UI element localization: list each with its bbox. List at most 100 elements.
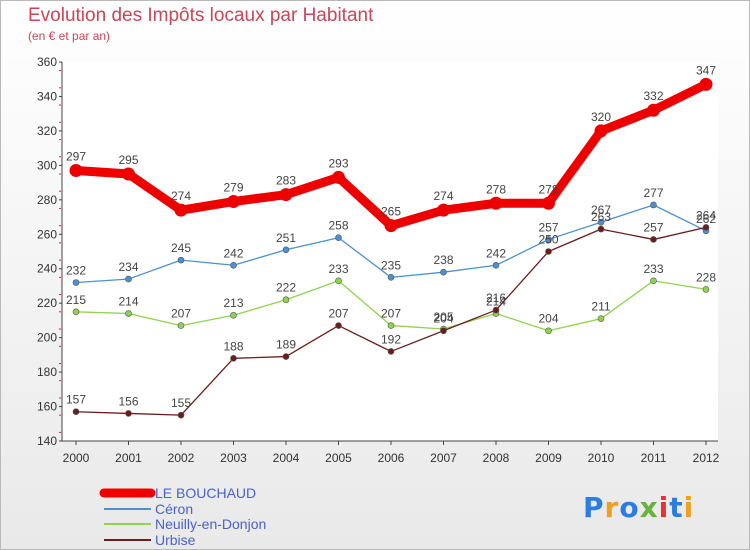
data-point (387, 348, 395, 355)
data-label: 250 (538, 233, 558, 247)
data-label: 274 (171, 189, 191, 203)
data-point (335, 277, 342, 285)
y-tick-label: 360 (37, 55, 57, 69)
data-point (72, 408, 80, 416)
data-point (702, 286, 710, 293)
data-point (177, 322, 185, 329)
y-tick-label: 160 (37, 400, 57, 414)
data-point (387, 322, 395, 329)
data-point (440, 268, 447, 276)
data-label: 233 (643, 262, 663, 276)
y-tick-label: 140 (37, 434, 57, 448)
x-tick-label: 2002 (168, 451, 195, 465)
logo-letter: P (583, 491, 605, 524)
x-tick-label: 2012 (693, 451, 720, 465)
data-point (335, 234, 342, 242)
data-label: 192 (381, 332, 401, 346)
data-point (545, 236, 552, 243)
legend-label: Neuilly-en-Donjon (155, 516, 266, 532)
y-tick-label: 280 (37, 193, 57, 207)
data-label: 156 (118, 394, 138, 408)
x-tick-label: 2011 (641, 451, 667, 465)
x-tick-label: 2008 (483, 451, 510, 465)
logo-letter: r (604, 491, 620, 524)
data-label: 205 (433, 310, 453, 324)
data-point (282, 296, 290, 304)
data-point (177, 411, 185, 419)
data-point (279, 188, 293, 202)
y-tick-label: 320 (37, 124, 57, 138)
data-point (125, 275, 132, 283)
data-label: 251 (276, 231, 296, 245)
data-point (437, 203, 450, 217)
data-label: 207 (381, 307, 401, 321)
data-label: 216 (486, 291, 506, 305)
data-point (650, 236, 657, 243)
chart-subtitle: (en € et par an) (28, 29, 111, 43)
data-point (69, 164, 83, 178)
data-point (594, 124, 608, 138)
y-tick-label: 200 (37, 331, 57, 345)
data-label: 347 (696, 63, 716, 77)
data-point (650, 277, 657, 285)
data-label: 258 (328, 219, 348, 233)
data-label: 332 (643, 89, 663, 103)
logo-letter: i (683, 491, 695, 524)
data-point (702, 224, 710, 231)
data-label: 207 (328, 307, 348, 321)
data-point (230, 355, 237, 362)
x-tick-label: 2006 (378, 451, 405, 465)
y-tick-label: 220 (37, 296, 57, 310)
x-tick-label: 2010 (588, 451, 615, 465)
data-point (440, 327, 447, 335)
data-point (230, 261, 237, 269)
data-point (545, 327, 552, 335)
data-point (492, 261, 500, 269)
data-label: 204 (433, 312, 453, 326)
data-point (597, 225, 605, 233)
logo-letter: x (639, 491, 659, 524)
data-point (125, 310, 132, 317)
data-label: 283 (276, 174, 296, 188)
data-label: 279 (223, 181, 243, 195)
data-label: 265 (381, 205, 401, 219)
chart-title: Evolution des Impôts locaux par Habitant (28, 5, 374, 26)
data-label: 274 (433, 189, 453, 203)
data-point (542, 196, 555, 210)
data-point (387, 274, 395, 281)
data-label: 278 (538, 182, 558, 196)
logo-letter: t (669, 491, 684, 524)
data-point (125, 410, 132, 417)
x-tick-label: 2001 (115, 451, 142, 465)
data-label: 234 (118, 260, 138, 274)
data-point (177, 256, 185, 264)
data-label: 238 (433, 253, 453, 267)
data-point (174, 203, 188, 217)
data-label: 295 (118, 153, 138, 167)
data-label: 222 (276, 281, 296, 295)
data-point (647, 103, 660, 117)
data-label: 293 (328, 156, 348, 170)
data-label: 278 (486, 182, 506, 196)
x-tick-label: 2005 (325, 451, 352, 465)
data-label: 264 (696, 208, 716, 222)
data-label: 267 (591, 203, 611, 217)
data-label: 245 (171, 241, 191, 255)
data-label: 188 (223, 339, 243, 353)
data-point (545, 248, 552, 255)
y-tick-label: 260 (37, 227, 57, 241)
y-tick-label: 340 (37, 89, 57, 103)
legend-label: LE BOUCHAUD (155, 485, 256, 501)
data-point (227, 195, 240, 209)
data-label: 242 (223, 246, 243, 260)
x-tick-label: 2007 (430, 451, 457, 465)
data-point (699, 77, 713, 91)
y-tick-label: 180 (37, 365, 57, 379)
data-label: 242 (486, 246, 506, 260)
data-label: 257 (643, 220, 663, 234)
data-point (332, 170, 345, 184)
data-label: 157 (66, 393, 86, 407)
proxiti-logo: Proxiti (583, 491, 694, 524)
